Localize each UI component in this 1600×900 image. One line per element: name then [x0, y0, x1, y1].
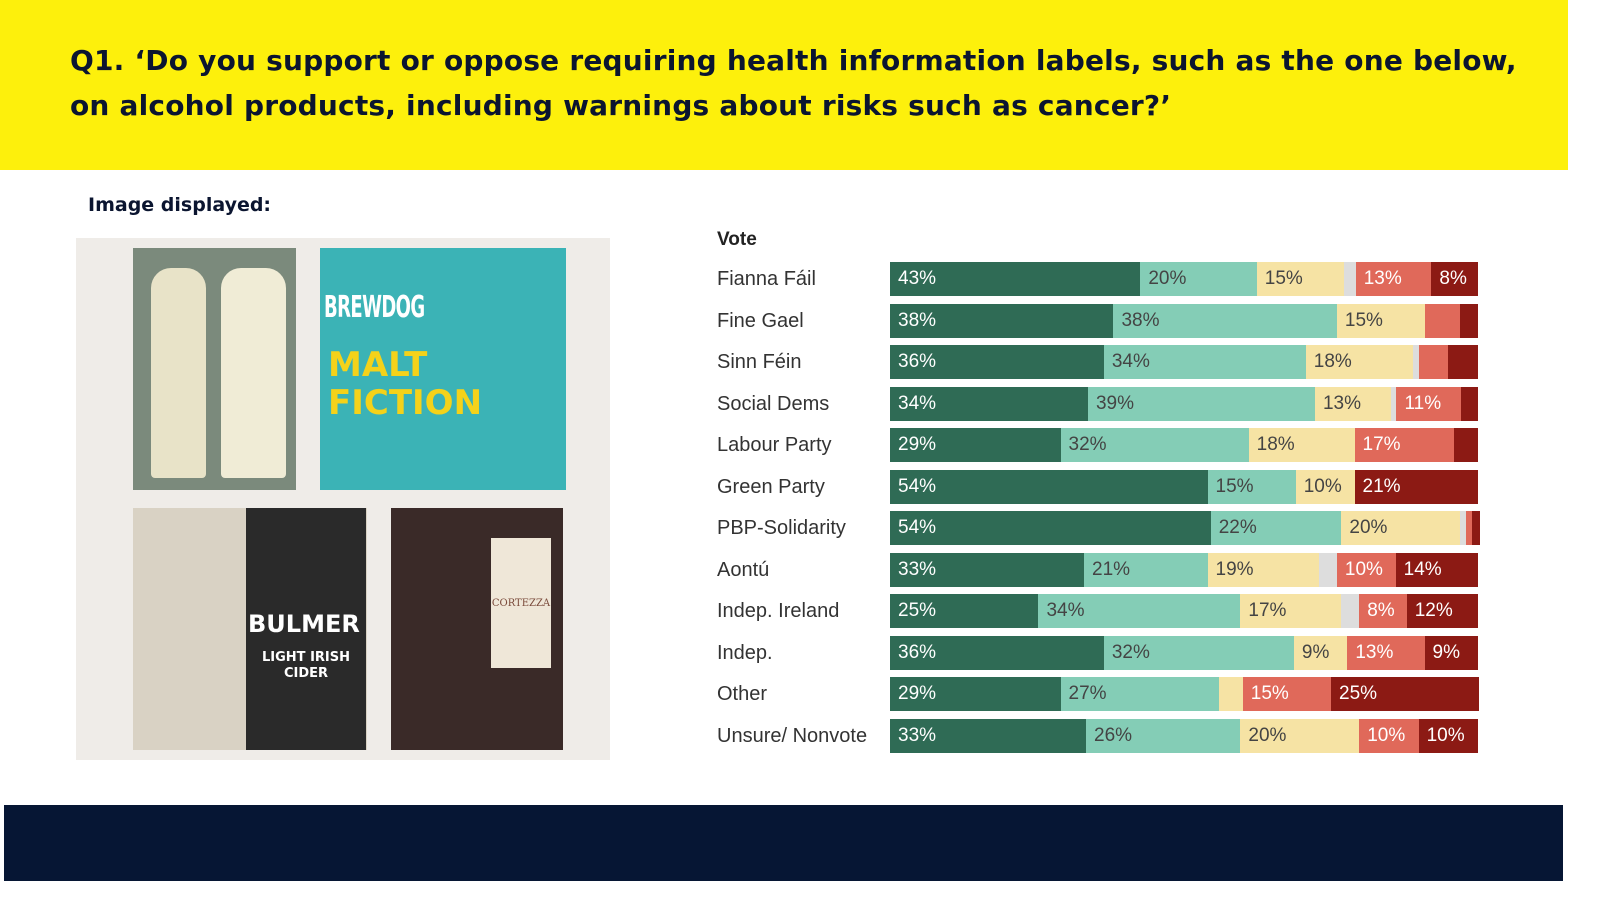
bar-segment: 13%	[1355, 262, 1432, 296]
bar-segment: 13%	[1314, 386, 1392, 421]
bulmer-logo: BULMER	[248, 610, 360, 638]
bar-segment: 20%	[1240, 718, 1360, 753]
bar-segment: 21%	[1354, 469, 1479, 504]
bar-segment: 19%	[1207, 552, 1320, 587]
bar-segment	[1412, 345, 1421, 379]
brewdog-logo: BREWDOG	[324, 290, 425, 325]
question-title: Q1. ‘Do you support or oppose requiring …	[70, 44, 1517, 122]
bar-segment	[1344, 262, 1357, 296]
bar-segment: 38%	[1113, 303, 1338, 338]
bar-segment: 21%	[1084, 552, 1208, 587]
bar-segment: 15%	[1256, 262, 1345, 296]
bar-segment: 12%	[1406, 594, 1479, 628]
bar-segment: 17%	[1240, 594, 1342, 628]
bar-segment: 36%	[890, 635, 1105, 670]
bar-segment: 25%	[1331, 677, 1479, 711]
vote-heading: Vote	[717, 229, 757, 250]
bar-segment: 11%	[1396, 386, 1462, 421]
bar-segment: 10%	[1359, 718, 1420, 753]
bar-segment	[1472, 511, 1481, 545]
category-label: Unsure/ Nonvote	[717, 724, 868, 747]
beer-cans-photo	[320, 248, 566, 490]
malt-fiction-logo: MALT FICTION	[328, 345, 483, 423]
cider-bottle	[246, 508, 366, 750]
bar-segment	[1341, 594, 1360, 628]
category-label: Labour Party	[717, 434, 832, 456]
wine-bottle	[151, 268, 206, 478]
bar-segment: 33%	[890, 718, 1087, 753]
category-label: Fianna Fáil	[717, 268, 816, 290]
image-displayed-label: Image displayed:	[88, 194, 272, 216]
bar-segment	[1460, 386, 1479, 421]
category-label: Aontú	[717, 558, 770, 581]
bar-segment: 15%	[1242, 677, 1332, 711]
bar-segment: 25%	[890, 594, 1039, 628]
bar-segment: 26%	[1086, 718, 1241, 753]
bar-segment	[1454, 428, 1479, 462]
bar-segment: 20%	[1140, 262, 1258, 296]
bar-segment: 32%	[1103, 635, 1295, 670]
wine-bottle	[221, 268, 286, 478]
bar-segment: 14%	[1395, 552, 1479, 587]
bar-segment: 29%	[890, 677, 1062, 711]
bar-segment: 29%	[890, 428, 1062, 462]
bar-segment	[1390, 386, 1399, 421]
bar-segment: 18%	[1248, 428, 1355, 462]
bar-segment: 9%	[1293, 635, 1348, 670]
bar-segment: 8%	[1359, 594, 1408, 628]
bar-segment: 13%	[1347, 635, 1426, 670]
category-label: Indep.	[717, 641, 773, 664]
bar-segment: 9%	[1424, 635, 1479, 670]
light-irish-cider-logo: LIGHT IRISH CIDER	[262, 650, 350, 681]
bar-segment: 38%	[890, 303, 1114, 338]
category-label: Other	[717, 683, 768, 705]
bar-segment: 43%	[890, 262, 1141, 296]
bar-segment: 54%	[890, 469, 1209, 504]
bar-segment: 8%	[1431, 262, 1479, 296]
bar-segment: 54%	[890, 511, 1212, 545]
category-label: Fine Gael	[717, 309, 804, 332]
bar-segment: 33%	[890, 552, 1085, 587]
bar-segment: 10%	[1336, 552, 1397, 587]
alcohol-label-photo: BREWDOG MALT FICTION BULMER LIGHT IRISH …	[76, 238, 610, 760]
bar-segment: 10%	[1418, 718, 1479, 753]
bar-segment: 36%	[890, 345, 1105, 379]
bar-segment	[1460, 511, 1469, 545]
bar-segment: 34%	[1103, 345, 1307, 379]
category-label: Indep. Ireland	[717, 600, 840, 622]
bar-segment: 32%	[1060, 428, 1250, 462]
category-label: Green Party	[717, 475, 825, 498]
category-label: Social Dems	[717, 392, 830, 415]
bar-segment: 20%	[1341, 511, 1461, 545]
footer-bar	[4, 805, 1563, 881]
bar-segment: 34%	[1038, 594, 1241, 628]
bar-segment: 17%	[1354, 428, 1455, 462]
header-banner	[0, 0, 1568, 170]
category-label: PBP-Solidarity	[717, 517, 846, 539]
bar-segment: 15%	[1207, 469, 1297, 504]
bar-segment	[1448, 345, 1479, 379]
category-label: Sinn Féin	[717, 351, 802, 373]
cortezza-logo: CORTEZZA	[491, 598, 551, 609]
bar-segment: 22%	[1210, 511, 1342, 545]
bar-segment	[1460, 303, 1479, 338]
bar-segment	[1466, 511, 1475, 545]
wine-label	[491, 538, 551, 668]
bar-segment: 15%	[1336, 303, 1426, 338]
bar-segment: 10%	[1295, 469, 1356, 504]
bar-segment	[1219, 677, 1244, 711]
bar-segment	[1319, 552, 1338, 587]
bar-segment: 18%	[1305, 345, 1414, 379]
bar-segment	[1425, 303, 1461, 338]
bar-segment: 39%	[1087, 386, 1316, 421]
bar-segment	[1418, 345, 1449, 379]
bar-segment: 34%	[890, 386, 1089, 421]
bar-segment: 27%	[1060, 677, 1220, 711]
